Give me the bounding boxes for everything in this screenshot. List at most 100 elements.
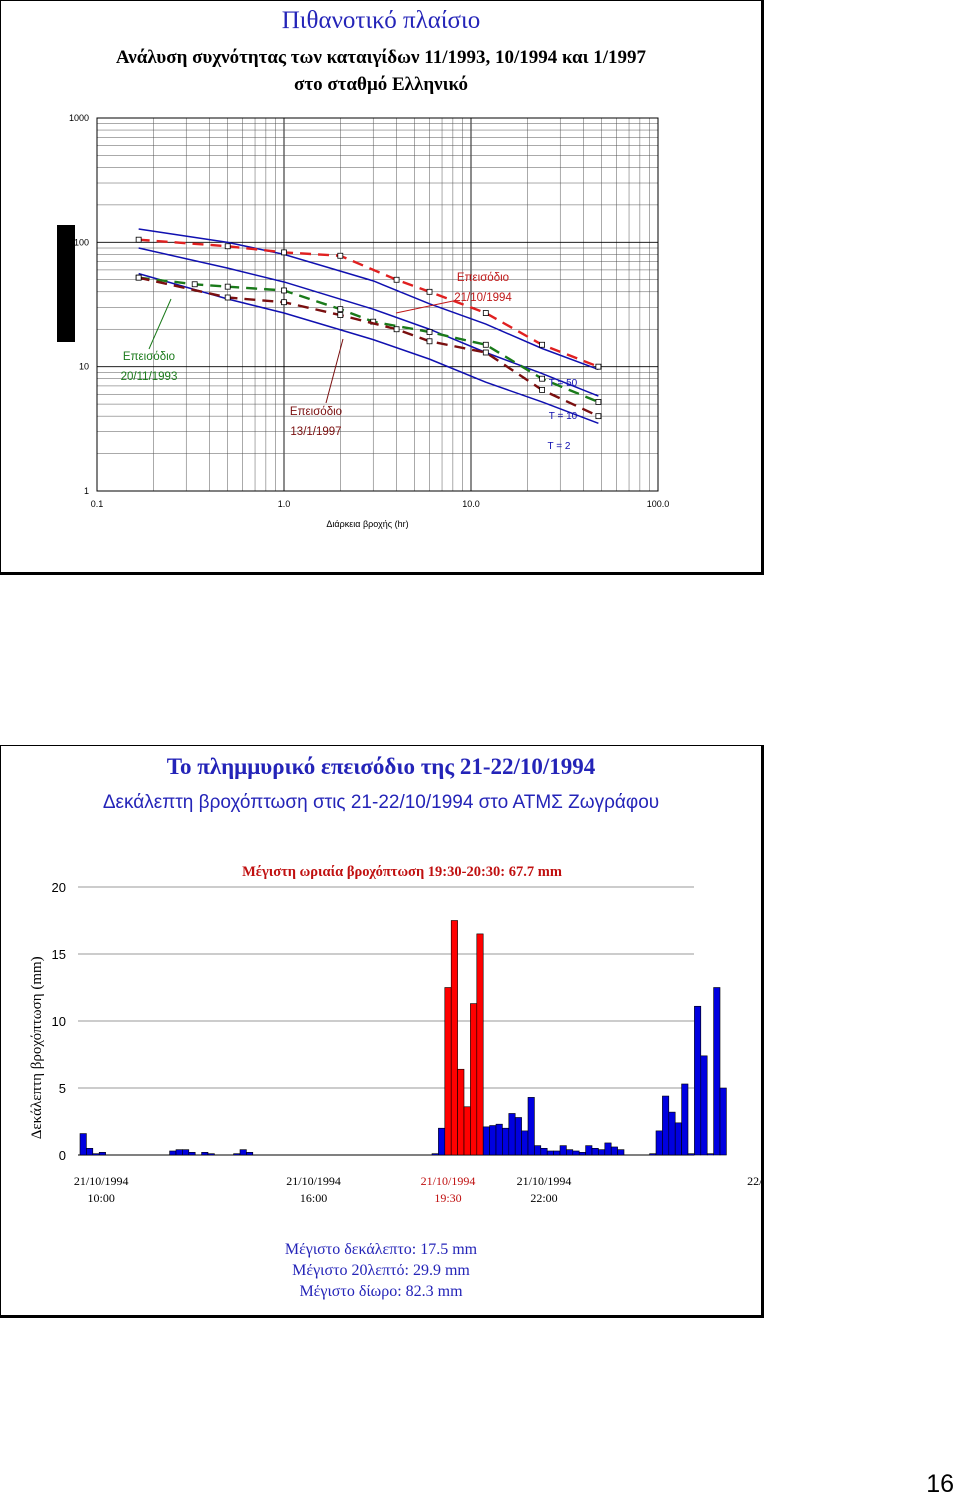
- black-side-bar: [57, 225, 75, 342]
- annotation-label-4: T = 10: [549, 411, 578, 422]
- annotation-label-0: Επεισόδιο: [457, 272, 509, 284]
- rain-bar: [527, 1097, 535, 1156]
- x-tick-label: 22:00: [530, 1191, 557, 1205]
- rain-bar: [572, 1150, 580, 1156]
- rain-bar: [553, 1150, 561, 1156]
- rain-bar: [188, 1152, 196, 1156]
- slide-subtitle: Δεκάλεπτη βροχόπτωση στις 21-22/10/1994 …: [102, 792, 660, 813]
- y-axis-label: Δεκάλεπτη βροχόπτωση (mm): [29, 956, 45, 1139]
- data-point-marker: [337, 312, 344, 318]
- annotation-label-0: 21/10/1994: [454, 292, 512, 304]
- data-point-marker: [482, 341, 489, 348]
- max-hourly-annotation: Μέγιστη ωριαία βροχόπτωση 19:30-20:30: 6…: [242, 864, 562, 880]
- rain-bar: [681, 1083, 689, 1156]
- x-tick-label: 21/10/1994: [421, 1174, 476, 1188]
- annotation-leader-0: [395, 300, 454, 314]
- rain-bar: [713, 987, 721, 1156]
- data-point-marker: [191, 281, 198, 288]
- y-tick-label: 100: [74, 237, 89, 247]
- x-axis-label: Διάρκεια βροχής (hr): [326, 519, 408, 529]
- rain-bar: [470, 1003, 478, 1156]
- rain-bar: [591, 1147, 599, 1156]
- rain-bar: [233, 1153, 241, 1156]
- data-point-marker: [337, 252, 344, 259]
- annotation-leader-2: [325, 338, 344, 404]
- rain-bar: [585, 1145, 593, 1156]
- stat-max-10min: Μέγιστο δεκάλεπτο: 17.5 mm: [284, 1241, 478, 1258]
- slide-subtitle-line2: στο σταθμό Ελληνικό: [294, 74, 468, 95]
- rain-bar: [489, 1125, 497, 1156]
- rain-bar: [655, 1130, 663, 1156]
- rain-bar: [534, 1145, 542, 1156]
- rain-bar: [495, 1123, 503, 1156]
- data-point-marker: [482, 310, 489, 316]
- series-line-5: [138, 276, 599, 418]
- rain-bar: [201, 1152, 209, 1156]
- stat-max-20min: Μέγιστο 20λεπτό: 29.9 mm: [292, 1262, 470, 1279]
- rain-bar: [700, 1055, 708, 1156]
- rain-bar: [578, 1152, 586, 1156]
- rain-bar: [662, 1095, 670, 1156]
- x-tick-label: 100.0: [647, 499, 670, 509]
- y-tick-label: 10: [52, 1014, 66, 1029]
- data-point-marker: [595, 413, 602, 420]
- slide-title: Πιθανοτικό πλαίσιο: [281, 7, 481, 34]
- stat-max-2hour: Μέγιστο δίωρο: 82.3 mm: [299, 1283, 463, 1300]
- annotation-label-2: Επεισόδιο: [290, 406, 342, 418]
- series-line-0: [138, 228, 599, 371]
- series-line-2: [138, 272, 599, 425]
- rain-bar: [566, 1149, 574, 1156]
- data-point-marker: [426, 288, 433, 295]
- series-line-3: [138, 238, 599, 368]
- rain-bar: [649, 1153, 657, 1156]
- page-number: 16: [926, 1470, 954, 1498]
- rain-bar: [450, 920, 458, 1156]
- rain-bar: [604, 1142, 612, 1156]
- x-tick-label: 0.1: [91, 499, 104, 509]
- y-tick-label: 1: [84, 486, 89, 496]
- x-tick-label: 21/10/1994: [74, 1174, 129, 1188]
- annotation-leader-1: [148, 298, 172, 350]
- rain-bar: [457, 1068, 465, 1156]
- rain-bar: [92, 1153, 100, 1156]
- data-point-marker: [224, 283, 231, 290]
- y-tick-label: 5: [59, 1081, 66, 1096]
- data-point-marker: [224, 294, 231, 301]
- rain-bar: [438, 1127, 446, 1156]
- data-point-marker: [135, 236, 142, 243]
- annotation-label-5: T = 2: [548, 441, 571, 452]
- rain-bar: [246, 1152, 254, 1156]
- x-tick-label: 21/10/1994: [517, 1174, 572, 1188]
- rain-bar: [540, 1147, 548, 1156]
- x-tick-label: 10.0: [462, 499, 480, 509]
- annotation-label-2: 13/1/1997: [290, 426, 341, 438]
- data-point-marker: [281, 249, 287, 256]
- rain-bar: [687, 1153, 695, 1156]
- data-point-marker: [135, 274, 142, 281]
- data-point-marker: [595, 399, 602, 405]
- rain-bar: [444, 987, 452, 1156]
- rain-bar: [182, 1149, 190, 1156]
- slide-flood-event: Το πλημμυρικό επεισόδιο της 21-22/10/199…: [0, 745, 764, 1318]
- x-tick-label: 22/10/1994: [747, 1174, 764, 1188]
- x-tick-label: 19:30: [434, 1191, 461, 1205]
- y-tick-label: 0: [59, 1148, 66, 1163]
- data-point-marker: [224, 243, 231, 250]
- rain-bar: [169, 1150, 177, 1156]
- x-tick-label: 04:00: [761, 1191, 764, 1205]
- data-point-marker: [539, 375, 545, 382]
- data-point-marker: [426, 329, 433, 335]
- annotation-label-1: Επεισόδιο: [123, 351, 175, 363]
- rain-bar: [508, 1113, 516, 1156]
- annotation-label-3: T = 50: [549, 378, 578, 389]
- x-tick-label: 10:00: [88, 1191, 115, 1205]
- rain-bar: [598, 1149, 606, 1156]
- rain-bar: [706, 1153, 714, 1156]
- rain-bar: [521, 1130, 529, 1156]
- data-point-marker: [539, 341, 545, 348]
- rain-bar: [175, 1149, 183, 1156]
- rain-bar: [719, 1087, 727, 1156]
- rain-bar: [668, 1111, 676, 1156]
- rain-bar: [431, 1153, 439, 1156]
- data-point-marker: [337, 306, 344, 313]
